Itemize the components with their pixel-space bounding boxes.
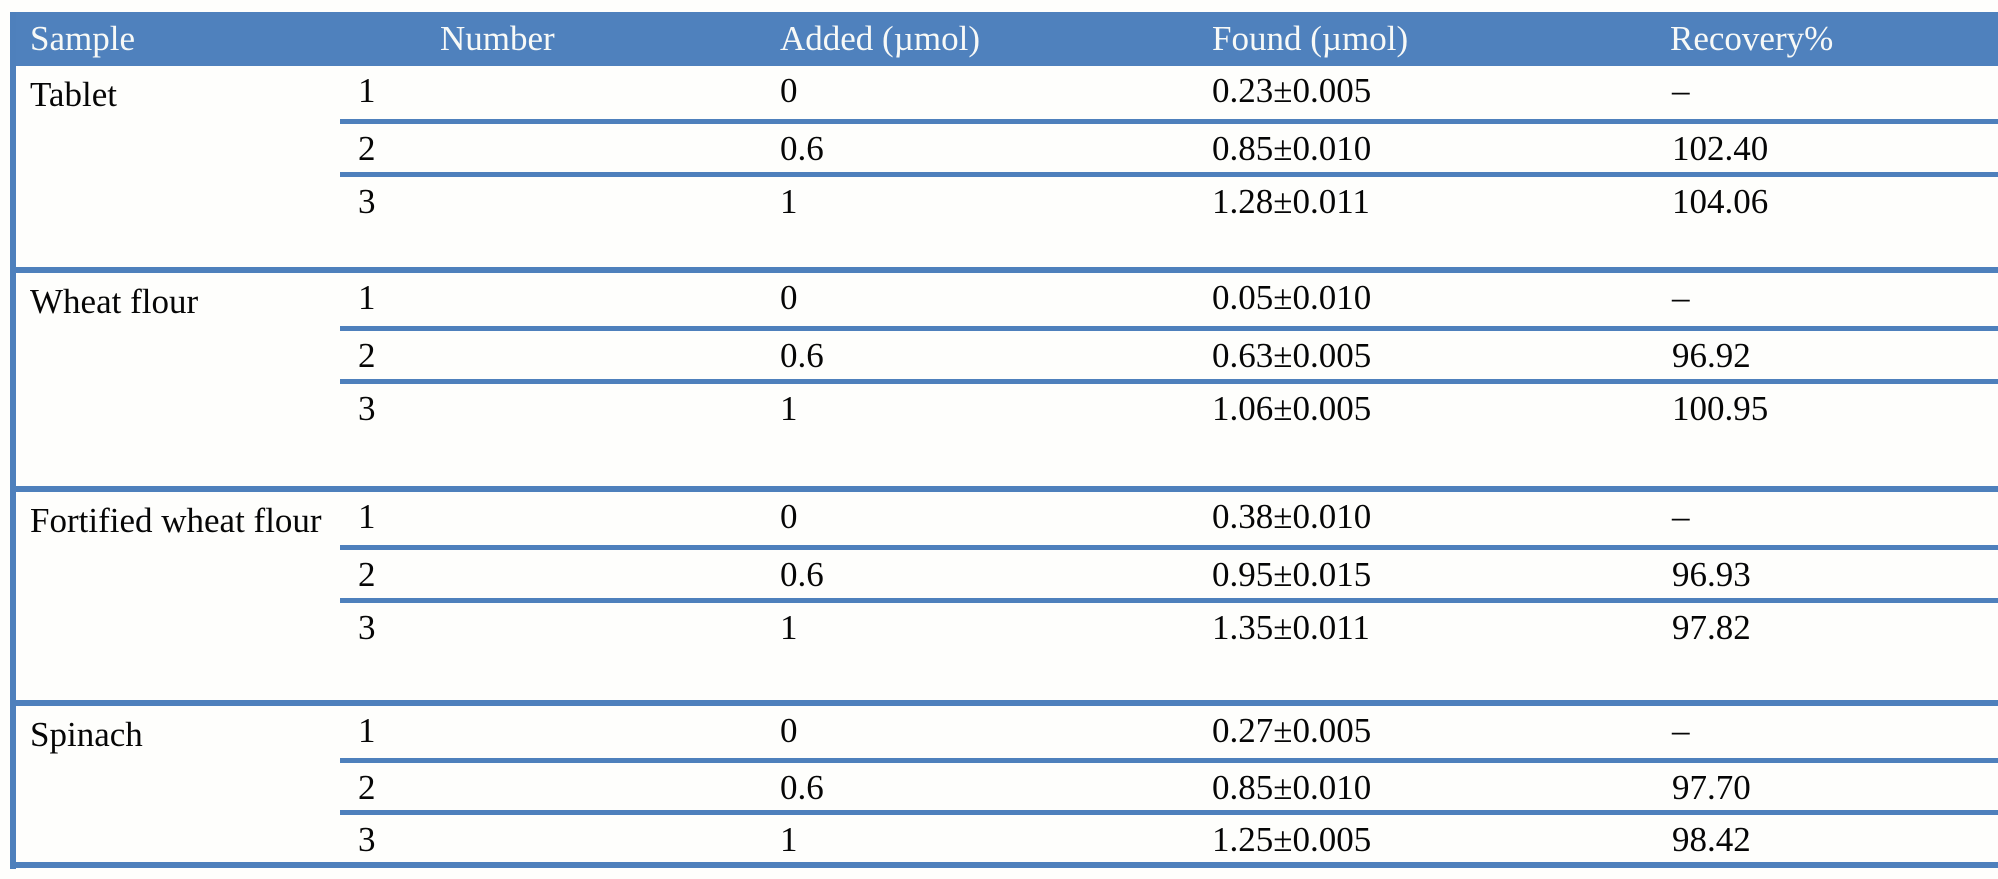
table-header-row: Sample Number Added (µmol) Found (µmol) … — [16, 12, 1998, 66]
table-row: 2 0.6 0.63±0.005 96.92 — [340, 326, 1998, 379]
column-header-recovery: Recovery% — [1670, 19, 1834, 58]
cell-number: 3 — [358, 182, 376, 221]
sample-name: Fortified wheat flour — [30, 501, 322, 540]
sample-group-spinach: Spinach 1 0 0.27±0.005 – 2 0.6 0.85±0.01… — [10, 706, 1998, 868]
cell-found: 0.85±0.010 — [1212, 768, 1372, 807]
cell-number: 1 — [358, 497, 376, 536]
cell-recovery: – — [1672, 497, 1690, 536]
cell-recovery: – — [1672, 711, 1690, 750]
recovery-table: Sample Number Added (µmol) Found (µmol) … — [10, 12, 1998, 868]
sample-group-tablet: Tablet 1 0 0.23±0.005 – 2 0.6 0.85±0.010… — [10, 66, 1998, 273]
cell-number: 2 — [358, 336, 376, 375]
cell-found: 0.85±0.010 — [1212, 129, 1372, 168]
table-row: 1 0 0.38±0.010 – — [340, 492, 1998, 545]
column-header-added: Added (µmol) — [780, 19, 980, 58]
cell-recovery: 96.93 — [1672, 555, 1751, 594]
cell-number: 2 — [358, 768, 376, 807]
cell-found: 0.63±0.005 — [1212, 336, 1372, 375]
cell-added: 1 — [780, 389, 798, 428]
cell-found: 0.23±0.005 — [1212, 71, 1372, 110]
cell-number: 2 — [358, 555, 376, 594]
cell-found: 0.95±0.015 — [1212, 555, 1372, 594]
sample-group-fortified-wheat-flour: Fortified wheat flour 1 0 0.38±0.010 – 2… — [10, 492, 1998, 706]
cell-number: 3 — [358, 820, 376, 859]
table-row: 3 1 1.28±0.011 104.06 — [340, 172, 1998, 225]
group-spacer — [16, 225, 1998, 267]
cell-found: 1.06±0.005 — [1212, 389, 1372, 428]
cell-added: 0 — [780, 497, 798, 536]
column-header-number: Number — [440, 19, 555, 58]
cell-recovery: 100.95 — [1672, 389, 1769, 428]
cell-recovery: 102.40 — [1672, 129, 1769, 168]
table-row: 2 0.6 0.85±0.010 102.40 — [340, 119, 1998, 172]
group-spacer — [16, 651, 1998, 700]
table-row: 3 1 1.35±0.011 97.82 — [340, 598, 1998, 651]
group-separator-line — [10, 267, 1998, 273]
cell-added: 0.6 — [780, 336, 824, 375]
cell-recovery: 96.92 — [1672, 336, 1751, 375]
cell-added: 1 — [780, 608, 798, 647]
cell-found: 1.35±0.011 — [1212, 608, 1370, 647]
cell-recovery: 98.42 — [1672, 820, 1751, 859]
group-separator-line — [10, 486, 1998, 492]
cell-added: 0 — [780, 711, 798, 750]
sample-name: Wheat flour — [30, 282, 199, 321]
cell-found: 0.27±0.005 — [1212, 711, 1372, 750]
cell-number: 1 — [358, 711, 376, 750]
cell-found: 0.38±0.010 — [1212, 497, 1372, 536]
cell-recovery: 97.82 — [1672, 608, 1751, 647]
table-row: 1 0 0.05±0.010 – — [340, 273, 1998, 326]
cell-added: 0 — [780, 278, 798, 317]
cell-number: 2 — [358, 129, 376, 168]
cell-added: 1 — [780, 820, 798, 859]
cell-found: 1.25±0.005 — [1212, 820, 1372, 859]
table-row: 1 0 0.27±0.005 – — [340, 706, 1998, 758]
cell-added: 0.6 — [780, 768, 824, 807]
cell-recovery: 104.06 — [1672, 182, 1769, 221]
table-row: 3 1 1.25±0.005 98.42 — [340, 810, 1998, 862]
table-row: 3 1 1.06±0.005 100.95 — [340, 379, 1998, 432]
sample-name: Tablet — [30, 75, 117, 114]
sample-name: Spinach — [30, 715, 143, 754]
cell-number: 1 — [358, 278, 376, 317]
group-spacer — [16, 432, 1998, 486]
table-bottom-border — [10, 862, 1998, 868]
cell-added: 0 — [780, 71, 798, 110]
cell-recovery: 97.70 — [1672, 768, 1751, 807]
cell-recovery: – — [1672, 278, 1690, 317]
cell-number: 3 — [358, 608, 376, 647]
cell-number: 1 — [358, 71, 376, 110]
sample-group-wheat-flour: Wheat flour 1 0 0.05±0.010 – 2 0.6 0.63±… — [10, 273, 1998, 492]
cell-found: 1.28±0.011 — [1212, 182, 1370, 221]
column-header-found: Found (µmol) — [1212, 19, 1409, 58]
group-separator-line — [10, 700, 1998, 706]
cell-added: 0.6 — [780, 555, 824, 594]
cell-found: 0.05±0.010 — [1212, 278, 1372, 317]
cell-number: 3 — [358, 389, 376, 428]
table-row: 2 0.6 0.85±0.010 97.70 — [340, 758, 1998, 810]
cell-added: 0.6 — [780, 129, 824, 168]
table-row: 1 0 0.23±0.005 – — [340, 66, 1998, 119]
cell-added: 1 — [780, 182, 798, 221]
cell-recovery: – — [1672, 71, 1690, 110]
column-header-sample: Sample — [30, 19, 135, 58]
table-row: 2 0.6 0.95±0.015 96.93 — [340, 545, 1998, 598]
table-left-border — [10, 12, 16, 869]
